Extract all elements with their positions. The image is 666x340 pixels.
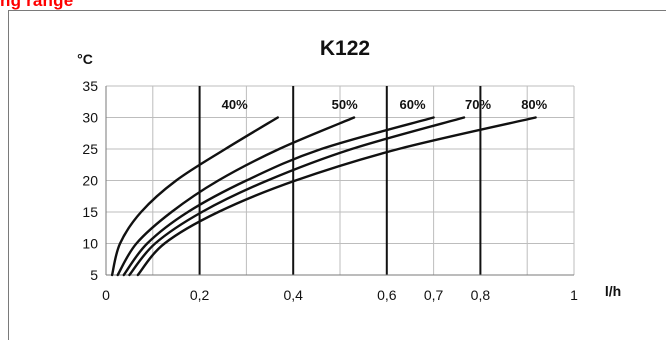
x-tick-label: 0,7 bbox=[424, 287, 444, 303]
x-tick-label: 0,2 bbox=[190, 287, 210, 303]
x-axis-label: l/h bbox=[605, 283, 621, 299]
labels: 5 10 15 20 25 30 35 0 0,2 0,4 0,6 0,7 0,8 1 40% 50% 60% 7… bbox=[82, 78, 578, 303]
y-tick-label: 30 bbox=[82, 110, 98, 126]
chart-title: K122 bbox=[320, 37, 370, 60]
series-line-70pct bbox=[128, 116, 466, 277]
y-axis-label: °C bbox=[77, 51, 93, 67]
series-line-80pct bbox=[136, 116, 537, 277]
chart-frame bbox=[8, 10, 666, 340]
x-tick-label: 0,4 bbox=[283, 287, 303, 303]
y-tick-label: 35 bbox=[82, 78, 98, 94]
series-label: 60% bbox=[400, 97, 426, 112]
y-tick-label: 20 bbox=[82, 173, 98, 189]
series-line-40pct bbox=[110, 116, 279, 277]
series-label: 80% bbox=[521, 97, 547, 112]
y-tick-label: 15 bbox=[82, 204, 98, 220]
x-tick-label: 1 bbox=[570, 287, 578, 303]
series-label: 70% bbox=[465, 97, 491, 112]
series-label: 40% bbox=[222, 97, 248, 112]
y-tick-label: 25 bbox=[82, 141, 98, 157]
x-tick-label: 0,6 bbox=[377, 287, 397, 303]
y-tick-label: 10 bbox=[82, 236, 98, 252]
y-tick-label: 5 bbox=[90, 267, 98, 283]
curves bbox=[110, 116, 537, 277]
series-line-50pct bbox=[116, 116, 356, 277]
axis-layer bbox=[105, 86, 574, 276]
header-fragment: ng range bbox=[0, 0, 74, 10]
x-tick-label: 0,8 bbox=[471, 287, 491, 303]
series-line-60pct bbox=[122, 116, 435, 277]
x-tick-label: 0 bbox=[102, 287, 110, 303]
series-label: 50% bbox=[332, 97, 358, 112]
